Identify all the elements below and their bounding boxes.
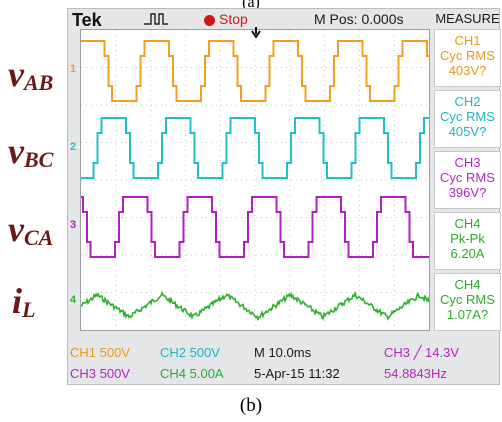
- trace-il: [81, 290, 429, 322]
- figure-caption-top: (a): [242, 0, 260, 11]
- trace-vab: [81, 40, 429, 102]
- measure-ch4-rms: CH4 Cyc RMS 1.07A?: [434, 273, 501, 331]
- timebase: M 10.0ms: [254, 345, 312, 360]
- measure-header: MEASURE: [435, 11, 500, 26]
- trigger-position-icon: [251, 27, 261, 39]
- brand-logo: Tek: [72, 10, 102, 30]
- ch3-scale: CH3 500V: [70, 366, 130, 381]
- waveform-traces: [81, 30, 429, 330]
- oscilloscope-screenshot: Tek Stop M Pos: 0.000s MEASURE 1 2 3 4 C…: [67, 8, 501, 386]
- trace-vca: [81, 196, 429, 258]
- scope-top-bar: Tek Stop M Pos: 0.000s MEASURE: [68, 9, 501, 31]
- horizontal-position: M Pos: 0.000s: [314, 11, 404, 27]
- stop-indicator-icon: [204, 15, 215, 26]
- ch3-marker: 3: [70, 219, 77, 231]
- scope-bottom-bar: CH1 500V CH2 500V CH3 500V CH4 5.00A M 1…: [68, 339, 501, 386]
- ch1-marker: 1: [70, 63, 77, 75]
- measure-ch4-pkpk: CH4 Pk-Pk 6.20A: [434, 212, 501, 270]
- trigger-frequency: 54.8843Hz: [384, 366, 447, 381]
- waveform-display: [80, 29, 430, 331]
- timestamp: 5-Apr-15 11:32: [254, 366, 340, 381]
- figure-caption-bottom: (b): [239, 395, 263, 416]
- label-il: iL: [12, 281, 36, 322]
- ch2-marker: 2: [70, 141, 77, 153]
- trigger-setting: CH3 ╱ 14.3V: [384, 345, 460, 360]
- measure-ch1-rms: CH1 Cyc RMS 403V?: [434, 29, 501, 87]
- label-vca: vCA: [8, 209, 54, 250]
- measure-panel: CH1 Cyc RMS 403V? CH2 Cyc RMS 405V? CH3 …: [434, 29, 501, 334]
- trace-vbc: [81, 117, 429, 179]
- ch2-scale: CH2 500V: [160, 345, 220, 360]
- trigger-pulse-icon: [144, 13, 168, 25]
- ch4-marker: 4: [70, 294, 77, 306]
- run-state: Stop: [219, 11, 248, 27]
- label-vbc: vBC: [8, 131, 54, 172]
- measure-ch2-rms: CH2 Cyc RMS 405V?: [434, 90, 501, 148]
- ch4-scale: CH4 5.00A: [160, 366, 224, 381]
- label-vab: vAB: [8, 54, 54, 95]
- measure-ch3-rms: CH3 Cyc RMS 396V?: [434, 151, 501, 209]
- ch1-scale: CH1 500V: [70, 345, 130, 360]
